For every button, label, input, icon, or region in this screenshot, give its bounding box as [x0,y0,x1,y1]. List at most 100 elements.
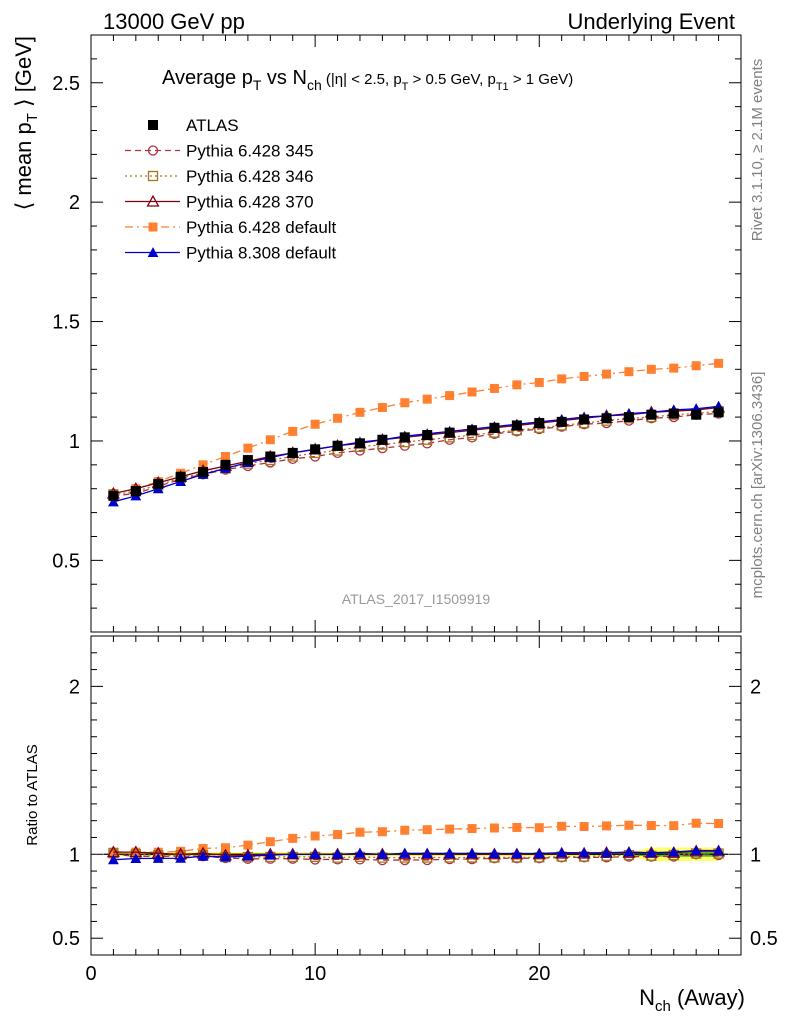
point-atlas [354,438,365,449]
ratio-plot-frame [90,635,742,956]
xlabel-post: (Away) [671,985,745,1010]
legend: ATLAS Pythia 6.428 345 Pythia 6.428 346 Pyt… [125,116,337,263]
point-p6def [377,403,387,413]
point-atlas [444,427,455,438]
legend-item-p6def: Pythia 6.428 default [125,218,337,237]
point-p6def [579,371,589,381]
point-atlas [220,459,231,470]
point-p6def [512,380,522,390]
ratio-point-p8def [399,848,411,858]
main-ytick-label: 1 [69,431,80,453]
ratio-point-p8def [645,847,657,858]
point-atlas [646,409,657,420]
ratio-ytick-label-right: 0.5 [750,928,778,950]
point-atlas [399,432,410,443]
main-plot-frame [90,34,742,633]
point-atlas [287,447,298,458]
series-line-p8def [113,405,719,503]
title-cuts-3: > 1 GeV) [509,71,574,88]
analysis-watermark: ATLAS_2017_I1509919 [342,591,491,607]
ratio-point-p8def [466,848,478,858]
legend-item-p8def: Pythia 8.308 default [125,244,337,263]
ratio-point-p6def [400,825,410,835]
title-vs-sub: ch [307,77,322,93]
series-line-p345 [113,412,719,497]
point-atlas [623,412,634,423]
legend-label-p8def: Pythia 8.308 default [186,244,337,263]
point-atlas [332,440,343,451]
ratio-point-p8def [533,848,545,858]
ylabel-post: ⟩ [GeV] [11,36,36,113]
legend-marker-p8def [147,247,159,257]
xtick-label: 0 [85,963,96,985]
ratio-point-p6def [467,824,477,834]
ratio-point-p6def [377,827,387,837]
point-atlas [198,467,209,478]
ratio-point-p6def [422,825,432,835]
ratio-axis-ticks: 0 10 20 0.5 0.5 1 1 2 2 [52,636,778,985]
ratio-point-p8def [108,854,119,865]
rivet-label: Rivet 3.1.10, ≥ 2.1M events [749,59,766,242]
point-atlas [422,429,433,440]
ratio-ytick-label: 2 [69,676,80,698]
ratio-point-p6def [557,821,567,831]
point-atlas [310,444,321,455]
ratio-point-p8def [242,850,254,861]
main-ytick-label: 1.5 [52,312,80,334]
ratio-point-p6def [512,822,522,832]
point-p6def [669,363,679,373]
ratio-point-p8def [264,849,276,860]
header-left: 13000 GeV pp [103,9,245,34]
point-atlas [242,455,253,466]
ratio-point-p6def [646,821,656,831]
legend-marker-atlas [148,120,158,130]
point-p8def [108,496,119,507]
point-atlas [601,413,612,424]
main-ylabel: ⟨ mean pT ⟩ [GeV] [11,36,41,210]
ratio-ytick-label-right: 1 [750,844,761,866]
ratio-point-p6def [624,820,634,830]
ratio-point-p8def [623,846,635,857]
point-atlas [489,422,500,433]
legend-label-atlas: ATLAS [186,116,239,135]
ratio-series-p8def [108,845,724,865]
ylabel-pre: ⟨ mean p [11,122,36,210]
ratio-point-p8def [421,848,433,858]
series-atlas [108,407,724,501]
ratio-point-p6def [265,837,275,847]
title-cuts-1: (|η| < 2.5, p [322,71,402,88]
legend-item-p370: Pythia 6.428 370 [125,193,314,212]
ratio-ylabel: Ratio to ATLAS [24,744,41,845]
point-atlas [668,408,679,419]
legend-label-p6def: Pythia 6.428 default [186,218,337,237]
ratio-point-p6def [669,821,679,831]
ratio-point-p8def [175,852,187,863]
main-series-group [106,358,726,507]
ratio-point-p6def [714,819,724,829]
point-atlas [467,425,478,436]
point-p6def [265,435,275,445]
legend-marker-p345 [147,145,159,156]
ratio-point-p8def [444,848,456,858]
ratio-point-p6def [243,840,253,850]
ratio-point-p8def [287,848,299,859]
ratio-point-p6def [355,827,365,837]
legend-marker-p6def [148,222,158,232]
main-ytick-label: 2.5 [52,73,80,95]
legend-item-p345: Pythia 6.428 345 [125,142,314,161]
point-atlas [377,434,388,445]
title-cuts-2-sub: T1 [496,81,509,93]
ratio-point-p8def [713,845,724,856]
title-main-sub: T [253,77,262,93]
point-p6def [714,358,724,368]
ratio-point-p6def [534,823,544,833]
ratio-ytick-label: 0.5 [52,928,80,950]
ratio-point-p6def [445,824,455,834]
ratio-point-p8def [332,848,343,859]
point-p6def [333,413,343,423]
ratio-point-p6def [579,822,589,832]
point-atlas [713,407,724,418]
ratio-point-p8def [220,851,231,862]
ratio-point-p8def [690,845,702,855]
